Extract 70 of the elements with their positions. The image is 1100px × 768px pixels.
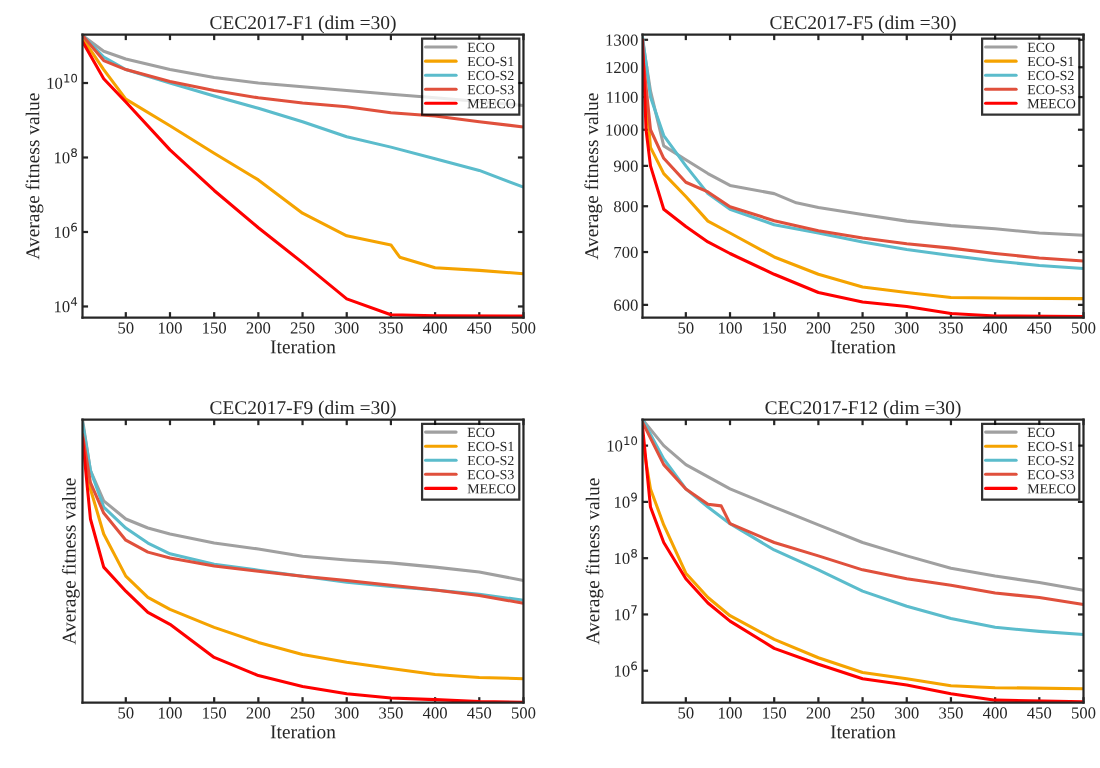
x-tick-label: 100 — [158, 707, 182, 719]
y-tick-label: 600 — [614, 299, 638, 311]
line-series — [82, 40, 524, 318]
x-tick-label: 150 — [763, 322, 787, 334]
x-tick-label: 400 — [982, 322, 1007, 334]
x-tick-label: 450 — [467, 707, 492, 719]
y-axis-title: Average fitness value — [584, 93, 603, 260]
y-axis-title: Average fitness value — [585, 478, 604, 645]
x-tick-label: 100 — [158, 322, 182, 334]
x-tick-label: 200 — [246, 322, 271, 334]
y-tick-label: 10$^{8}$ — [54, 148, 77, 164]
x-tick-label: 400 — [422, 707, 447, 719]
x-axis-title: Iteration — [830, 725, 896, 739]
x-tick-label: 300 — [335, 322, 359, 334]
x-axis-title: Iteration — [830, 340, 896, 354]
chart-title: CEC2017-F1 (dim =30) — [210, 15, 396, 34]
x-tick-label: 300 — [895, 707, 919, 719]
x-tick-label: 250 — [290, 322, 315, 334]
y-tick-label: 10$^{7}$ — [615, 605, 637, 621]
y-tick-label: 800 — [614, 200, 638, 213]
x-tick-label: 450 — [467, 322, 492, 334]
x-tick-label: 250 — [850, 322, 875, 334]
y-tick-label: 10$^{8}$ — [615, 548, 637, 565]
chart-title: CEC2017-F5 (dim =30) — [770, 15, 956, 34]
y-tick-label: 10$^{10}$ — [607, 436, 638, 452]
y-tick-label: 1200 — [606, 61, 638, 74]
y-tick-label: 900 — [613, 160, 638, 172]
y-tick-label: 1000 — [606, 124, 638, 136]
y-tick-label: 1100 — [607, 91, 638, 104]
x-tick-label: 200 — [246, 707, 271, 719]
chart-title: CEC2017-F12 (dim =30) — [765, 400, 961, 419]
x-tick-label: 50 — [678, 707, 694, 719]
x-tick-label: 350 — [939, 707, 963, 719]
x-tick-label: 150 — [763, 707, 787, 719]
x-tick-label: 350 — [379, 322, 403, 334]
y-axis-title: Average fitness value — [61, 478, 80, 645]
x-tick-label: 450 — [1027, 322, 1052, 334]
chart-title: CEC2017-F9 (dim =30) — [210, 400, 396, 419]
y-tick-label: 10$^{9}$ — [615, 492, 637, 508]
x-tick-label: 500 — [1071, 322, 1096, 334]
y-axis-title: Average fitness value — [25, 93, 44, 260]
x-tick-label: 250 — [290, 707, 315, 719]
y-tick-label: 10$^{10}$ — [47, 73, 78, 89]
x-axis-title: Iteration — [270, 340, 336, 354]
x-tick-label: 100 — [718, 322, 742, 334]
x-tick-label: 50 — [118, 322, 134, 334]
x-tick-label: 500 — [511, 322, 536, 334]
x-tick-label: 200 — [806, 322, 831, 334]
x-tick-label: 400 — [982, 707, 1007, 719]
x-tick-label: 400 — [422, 322, 447, 334]
x-axis-title: Iteration — [270, 725, 336, 739]
x-tick-label: 100 — [718, 707, 742, 719]
x-tick-label: 250 — [850, 707, 875, 719]
x-tick-label: 450 — [1027, 707, 1052, 719]
x-tick-label: 300 — [335, 707, 359, 719]
x-tick-label: 300 — [895, 322, 919, 334]
x-tick-label: 200 — [806, 707, 831, 719]
x-tick-label: 50 — [678, 322, 694, 334]
x-tick-label: 50 — [118, 707, 134, 719]
y-tick-label: 1300 — [606, 34, 638, 46]
x-tick-label: 500 — [511, 707, 536, 719]
y-tick-label: 10$^{6}$ — [54, 222, 78, 238]
x-tick-label: 350 — [379, 707, 403, 719]
y-tick-label: 10$^{6}$ — [615, 661, 638, 677]
y-tick-label: 10$^{4}$ — [54, 297, 78, 313]
x-tick-label: 350 — [939, 322, 963, 334]
x-tick-label: 150 — [203, 322, 227, 334]
x-tick-label: 500 — [1071, 707, 1096, 719]
x-tick-label: 150 — [203, 707, 227, 719]
y-tick-label: 700 — [614, 246, 638, 258]
